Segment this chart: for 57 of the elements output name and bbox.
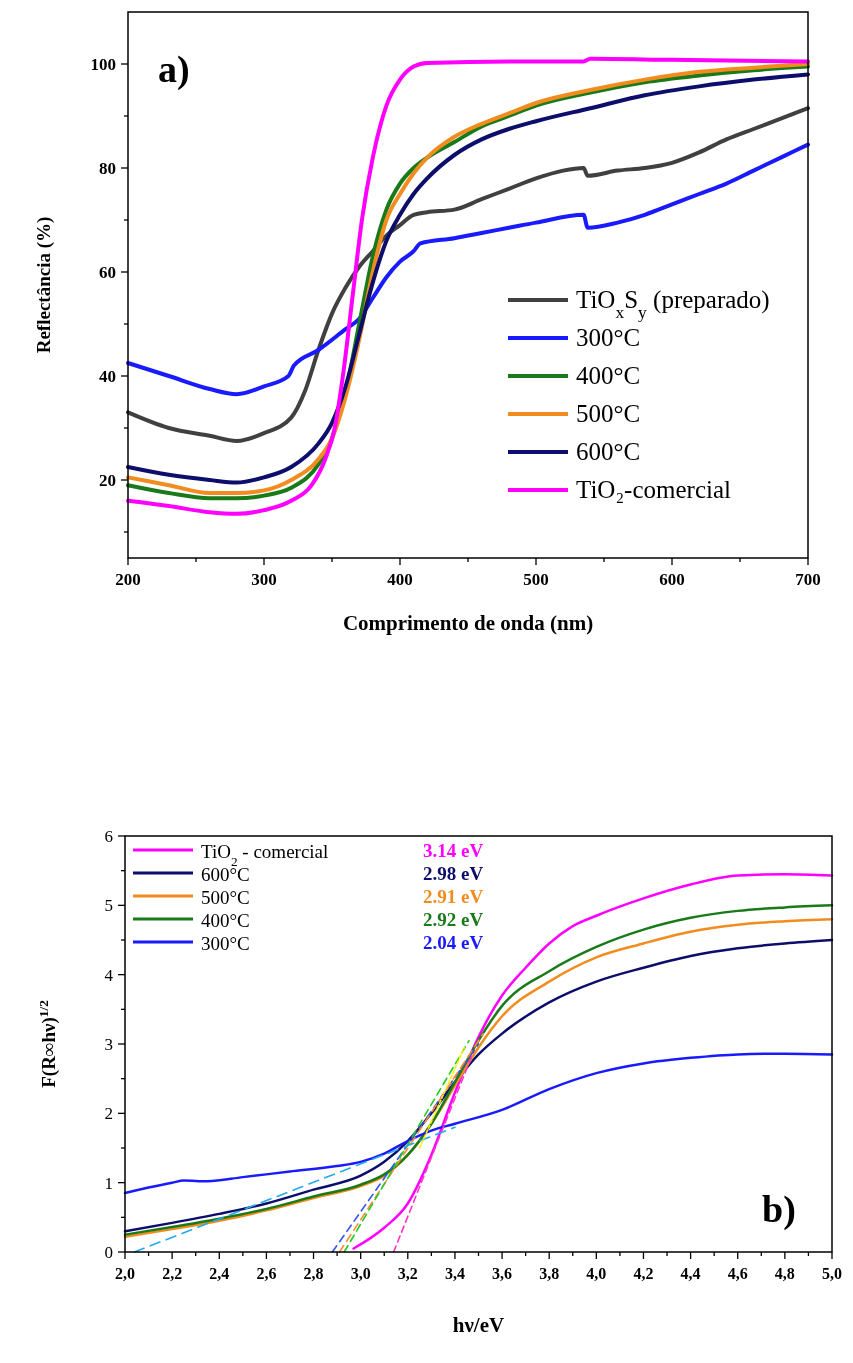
line-series	[126, 106, 810, 443]
y-tick-label: 2	[104, 1104, 113, 1124]
x-tick-label: 4,8	[774, 1265, 795, 1282]
x-tick-label: 5,0	[822, 1265, 842, 1282]
annotation: 2.92 eV	[423, 909, 484, 930]
x-tick-label: 3,8	[539, 1265, 560, 1282]
x-tick-label: 3,0	[350, 1265, 371, 1282]
line-series	[126, 142, 810, 397]
legend-label: TiO$_{x}$S$_{y}$ (preparado)	[576, 286, 770, 322]
x-axis-title: Comprimento de onda (nm)	[342, 611, 594, 635]
legend-label: 300°C	[576, 324, 641, 351]
x-tick-label: 500	[523, 570, 549, 589]
x-tick-label: 400	[387, 570, 413, 589]
legend-label: 400°C	[201, 910, 250, 931]
y-tick-label: 5	[104, 896, 113, 916]
y-axis-title: Reflectância (%)	[33, 216, 55, 354]
x-tick-label: 600	[659, 570, 685, 589]
y-tick-label: 40	[99, 367, 116, 386]
legend-label: TiO$_{2}$ - comercial	[201, 841, 329, 869]
annotation: 2.91 eV	[423, 886, 484, 907]
x-tick-label: 2,4	[209, 1265, 230, 1282]
x-tick-label: 4,0	[586, 1265, 607, 1282]
legend-label: 300°C	[201, 933, 250, 954]
x-tick-label: 4,2	[633, 1265, 654, 1282]
legend-label: TiO₂-comercial	[576, 476, 732, 503]
y-tick-label: 80	[99, 159, 116, 178]
y-tick-label: 3	[104, 1035, 113, 1054]
annotation: 3.14 eV	[423, 840, 484, 861]
annotation: 2.98 eV	[423, 863, 484, 884]
annotation: b)	[762, 1188, 796, 1231]
line-series	[123, 1052, 834, 1195]
x-tick-label: 2,0	[115, 1265, 135, 1282]
y-tick-label: 60	[99, 263, 116, 282]
x-axis-title: hν/eV	[452, 1313, 505, 1337]
legend-label: 600°C	[576, 438, 641, 465]
annotation: a)	[158, 48, 190, 91]
x-tick-label: 3,6	[492, 1265, 513, 1282]
x-tick-label: 2,2	[162, 1265, 183, 1282]
x-tick-label: 2,6	[256, 1265, 277, 1282]
legend-label: 500°C	[201, 887, 250, 908]
x-tick-label: 2,8	[303, 1265, 324, 1282]
y-tick-label: 100	[90, 55, 116, 74]
y-tick-label: 6	[104, 827, 113, 846]
x-tick-label: 3,2	[397, 1265, 418, 1282]
legend-label: 400°C	[576, 362, 641, 389]
annotation: 2.04 eV	[423, 932, 484, 953]
y-tick-label: 4	[104, 965, 114, 985]
x-tick-label: 4,6	[727, 1265, 748, 1282]
y-tick-label: 0	[104, 1243, 113, 1262]
x-tick-label: 300	[251, 570, 277, 589]
x-tick-label: 700	[795, 570, 821, 589]
y-tick-label: 20	[99, 471, 116, 490]
legend-label: 500°C	[576, 400, 641, 427]
y-tick-label: 1	[104, 1173, 113, 1193]
x-tick-label: 200	[115, 570, 141, 589]
x-tick-label: 3,4	[444, 1265, 465, 1282]
x-tick-label: 4,4	[680, 1265, 701, 1282]
